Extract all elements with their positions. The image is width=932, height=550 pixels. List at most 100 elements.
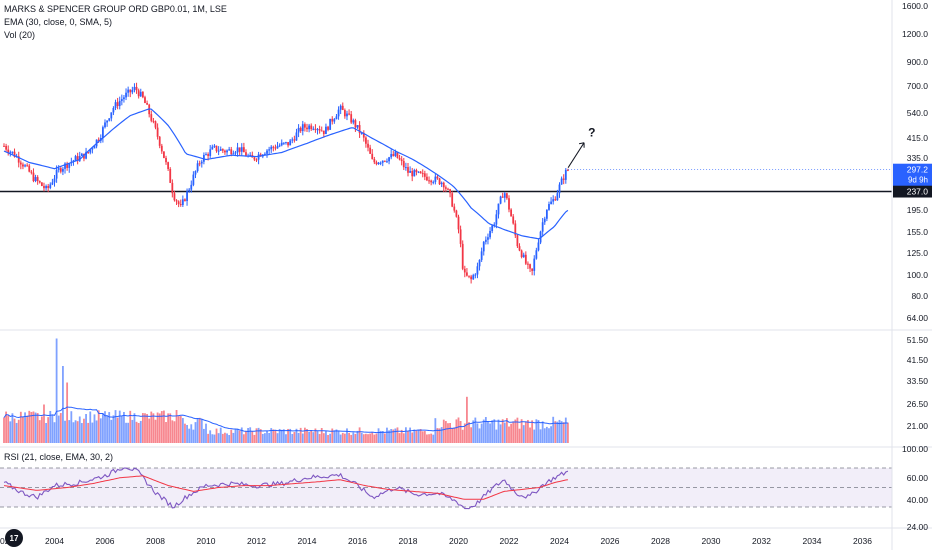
candle-body [93, 146, 96, 149]
price-tick-label: 155.0 [907, 227, 929, 237]
volume-bar [43, 404, 45, 443]
time-tick-label: 2020 [449, 536, 468, 546]
volume-bar [432, 434, 435, 443]
candle-body [428, 180, 430, 182]
volume-bar [327, 435, 329, 443]
candle-body [375, 162, 378, 165]
volume-bar [32, 411, 35, 443]
candle-body [66, 163, 69, 168]
candle-body [476, 266, 479, 275]
volume-bar [404, 427, 407, 443]
volume-bar [442, 419, 445, 443]
support-line-label: 237.0 [907, 187, 929, 197]
candle-body [238, 147, 241, 152]
price-pane[interactable]: ? [0, 82, 892, 284]
candle-body [518, 246, 521, 251]
candle-body [381, 160, 384, 163]
volume-bar [207, 433, 210, 443]
volume-bar [133, 413, 136, 443]
volume-bar [76, 421, 79, 443]
candle-body [34, 177, 37, 182]
price-tick-label: 21.00 [907, 421, 929, 431]
time-tick-label: 2014 [298, 536, 317, 546]
volume-bar [430, 433, 433, 443]
candle-body [293, 139, 296, 141]
time-tick-label: 2022 [500, 536, 519, 546]
candle-body [200, 161, 203, 164]
price-tick-label: 700.0 [907, 81, 929, 91]
volume-bar [501, 419, 504, 443]
volume-bar [423, 431, 426, 443]
volume-bar [125, 422, 127, 443]
volume-bar [360, 432, 363, 443]
candle-body [32, 172, 35, 182]
candle-body [390, 154, 393, 158]
volume-bar [524, 421, 527, 443]
volume-bar [510, 423, 513, 443]
rsi-pane[interactable] [0, 467, 892, 510]
price-tick-label: 33.50 [907, 376, 929, 386]
candle-body [68, 163, 71, 168]
volume-bar [118, 410, 121, 443]
time-tick-label: 2004 [45, 536, 64, 546]
candle-body [144, 97, 146, 104]
volume-bar [91, 422, 94, 443]
volume-bar [28, 410, 31, 443]
volume-bar [291, 434, 294, 443]
volume-bar [554, 421, 557, 443]
volume-bar [466, 396, 468, 443]
volume-bar [5, 411, 8, 443]
candle-body [356, 125, 359, 128]
legend-ema[interactable]: EMA (30, close, 0, SMA, 5) [4, 17, 113, 27]
volume-bar [468, 422, 470, 443]
volume-pane[interactable] [3, 338, 569, 444]
candle-body [318, 129, 321, 131]
legend-rsi[interactable]: RSI (21, close, EMA, 30, 2) [4, 452, 114, 462]
candle-body [489, 230, 491, 238]
volume-bar [211, 434, 214, 443]
volume-bar [7, 415, 10, 443]
candle-body [106, 120, 109, 123]
volume-bar [192, 429, 195, 443]
candle-body [152, 120, 155, 122]
candle-body [369, 147, 372, 154]
volume-bar [112, 415, 115, 443]
candle-body [312, 128, 315, 130]
candle-body [45, 186, 47, 189]
candle-body [453, 206, 456, 211]
volume-bar [303, 427, 306, 443]
candle-body [451, 193, 454, 207]
volume-bar [325, 431, 327, 443]
volume-bar [259, 429, 262, 443]
candle-body [508, 198, 510, 210]
volume-bar [535, 419, 538, 443]
rsi-signal-line [3, 475, 568, 500]
volume-bar [518, 428, 521, 443]
candle-body [43, 185, 45, 189]
price-tick-label: 195.0 [907, 205, 929, 215]
volume-bar [13, 418, 16, 443]
volume-bar [367, 434, 369, 443]
price-countdown-label: 9d 9h [908, 176, 928, 185]
candle-body [550, 201, 552, 205]
legend-symbol-title[interactable]: MARKS & SPENCER GROUP ORD GBP0.01, 1M, L… [4, 4, 227, 14]
candle-body [209, 149, 212, 156]
candle-body [400, 159, 403, 162]
candle-body [411, 170, 414, 177]
candle-body [245, 152, 247, 157]
legend-volume[interactable]: Vol (20) [4, 30, 36, 40]
candle-body [352, 120, 355, 123]
volume-bar [158, 413, 161, 443]
candle-body [276, 146, 279, 149]
volume-bar [173, 421, 176, 443]
candle-body [438, 178, 441, 185]
time-tick-label: 2036 [853, 536, 872, 546]
volume-bar [499, 424, 502, 443]
candle-body [562, 178, 565, 180]
volume-bar [381, 431, 384, 443]
candle-body [505, 193, 508, 199]
volume-bar [285, 434, 287, 443]
price-tick-label: 41.50 [907, 355, 929, 365]
